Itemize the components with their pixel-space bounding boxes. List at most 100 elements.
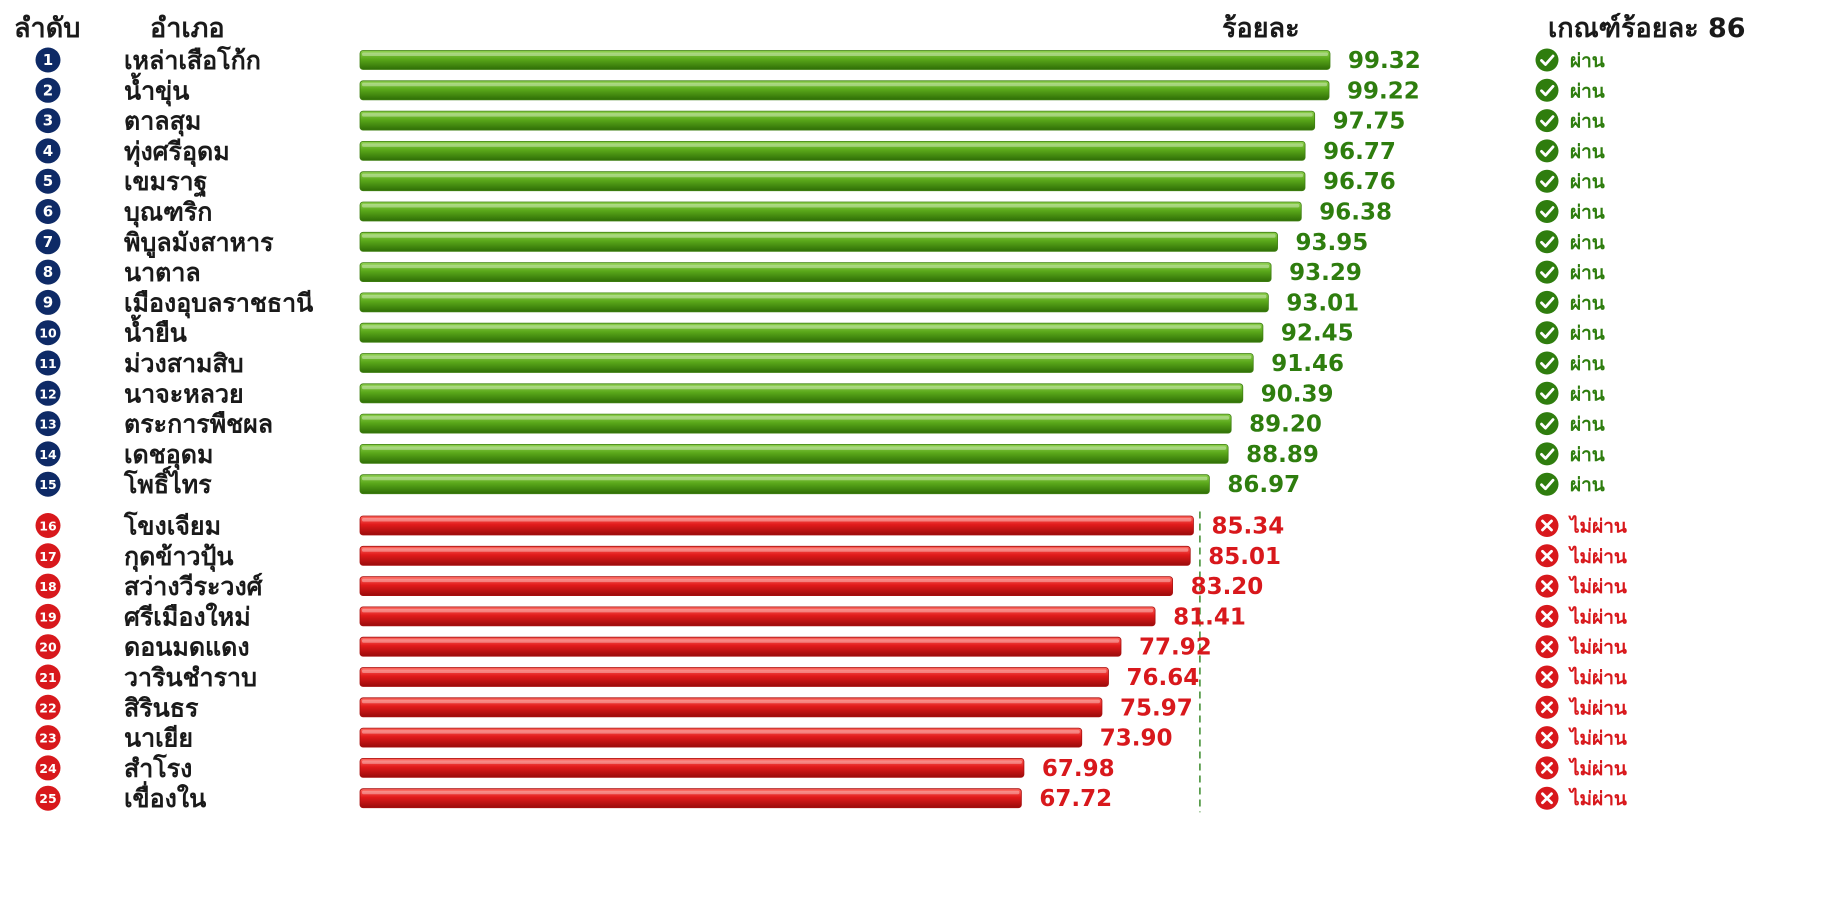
bar [359,413,1232,434]
check-mark [1540,418,1555,430]
bar [359,443,1229,464]
bar-highlight [362,608,1154,613]
check-circle-icon [1535,290,1559,314]
bar-row: 12 นาจะหลวย 90.39 ผ่าน [35,379,1605,408]
rank-number: 2 [43,81,53,99]
bar-highlight [362,325,1261,329]
rank-number: 20 [39,640,57,655]
bar-highlight [362,52,1328,56]
bar [359,50,1331,70]
bar-highlight [362,699,1100,704]
district-name: ตาลสุม [124,107,201,138]
x-mark [1541,640,1553,653]
x-mark [1541,701,1553,714]
rank-badge [35,785,61,811]
bar-highlight [362,790,1020,795]
value-label: 93.01 [1286,290,1359,316]
x-mark [1541,792,1553,805]
bar-row: 1 เหล่าเสือโก้ก 99.32 ผ่าน [35,45,1605,75]
bar [359,110,1316,131]
check-mark [1540,327,1555,339]
rank-badge [35,441,61,467]
district-name: นาจะหลวย [124,379,244,408]
district-name: เขื่องใน [124,781,206,813]
value-label: 75.97 [1120,695,1193,721]
status-label: ผ่าน [1570,262,1605,284]
bar-row: 3 ตาลสุม 97.75 ผ่าน [35,107,1605,138]
district-name: เมืองอุบลราชธานี [124,288,313,319]
rank-badge [35,289,61,315]
bar-highlight [362,113,1313,117]
bar [359,788,1022,809]
check-circle-icon [1535,230,1559,254]
bar-row: 5 เขมราฐ 96.76 ผ่าน [35,167,1605,198]
status-label: ไม่ผ่าน [1568,515,1627,538]
check-circle-icon [1535,78,1559,102]
district-name: น้ำยืน [124,314,187,348]
district-name: เดชอุดม [124,440,213,471]
rank-badge [35,320,61,346]
check-mark [1540,266,1555,278]
rank-number: 3 [43,112,53,130]
rank-badge [35,513,61,538]
check-mark [1540,478,1555,491]
bar [359,545,1191,566]
bar-row: 20 ดอนมดแดง 77.92 ไม่ผ่าน [35,633,1627,662]
district-name: น้ำขุ่น [124,71,189,107]
bar-highlight [362,578,1171,583]
district-name: วารินชำราบ [124,663,257,692]
status-label: ผ่าน [1570,474,1605,496]
bar-highlight [362,173,1303,178]
status-label: ไม่ผ่าน [1568,636,1627,659]
rank-number: 16 [39,519,57,534]
rank-number: 5 [43,172,53,190]
bar [359,353,1254,373]
district-name: กุดข้าวปุ้น [124,542,234,573]
bar-row: 16 โขงเจียม 85.34 ไม่ผ่าน [35,511,1627,541]
check-mark [1540,297,1555,309]
check-mark [1540,236,1555,248]
rank-number: 18 [39,579,56,594]
district-name: โขงเจียม [123,511,221,541]
status-label: ผ่าน [1570,323,1605,345]
district-name: เหล่าเสือโก้ก [124,45,261,75]
value-label: 73.90 [1100,726,1173,752]
rank-number: 23 [39,731,56,746]
bar-highlight [362,760,1022,764]
rank-number: 19 [39,609,56,624]
district-name: นาตาล [124,258,201,287]
check-circle-icon [1535,472,1559,496]
rank-number: 4 [43,142,53,160]
bar-highlight [362,204,1300,208]
status-label: ผ่าน [1570,141,1605,163]
rank-number: 14 [39,447,57,462]
rank-number: 8 [43,263,53,281]
rank-number: 15 [39,477,56,492]
bar [359,80,1330,101]
status-label: ไม่ผ่าน [1568,757,1627,780]
bar-row: 11 ม่วงสามสิบ 91.46 ผ่าน [35,349,1605,378]
district-name: สิรินธร [124,693,199,722]
check-circle-icon [1535,48,1559,72]
district-name: ทุ่งศรีอุดม [124,137,230,168]
bar [359,383,1244,404]
value-label: 86.97 [1227,472,1300,498]
check-circle-icon [1535,351,1559,375]
value-label: 93.95 [1296,230,1369,256]
criterion-column-header: เกณฑ์ร้อยละ 86 [1548,13,1746,44]
rank-number: 11 [39,356,56,371]
bar-row: 4 ทุ่งศรีอุดม 96.77 ผ่าน [35,137,1605,168]
bar [359,606,1156,627]
bar [359,515,1194,536]
district-name: ตระการพืชผล [124,410,273,439]
check-circle-icon [1535,169,1559,193]
bar-highlight [362,446,1227,450]
status-label: ผ่าน [1570,444,1605,466]
rank-badge [35,259,61,285]
status-label: ผ่าน [1570,50,1605,72]
bar-highlight [362,476,1208,481]
value-label: 81.41 [1173,604,1246,630]
status-label: ผ่าน [1570,353,1605,375]
value-label: 76.64 [1126,665,1199,691]
